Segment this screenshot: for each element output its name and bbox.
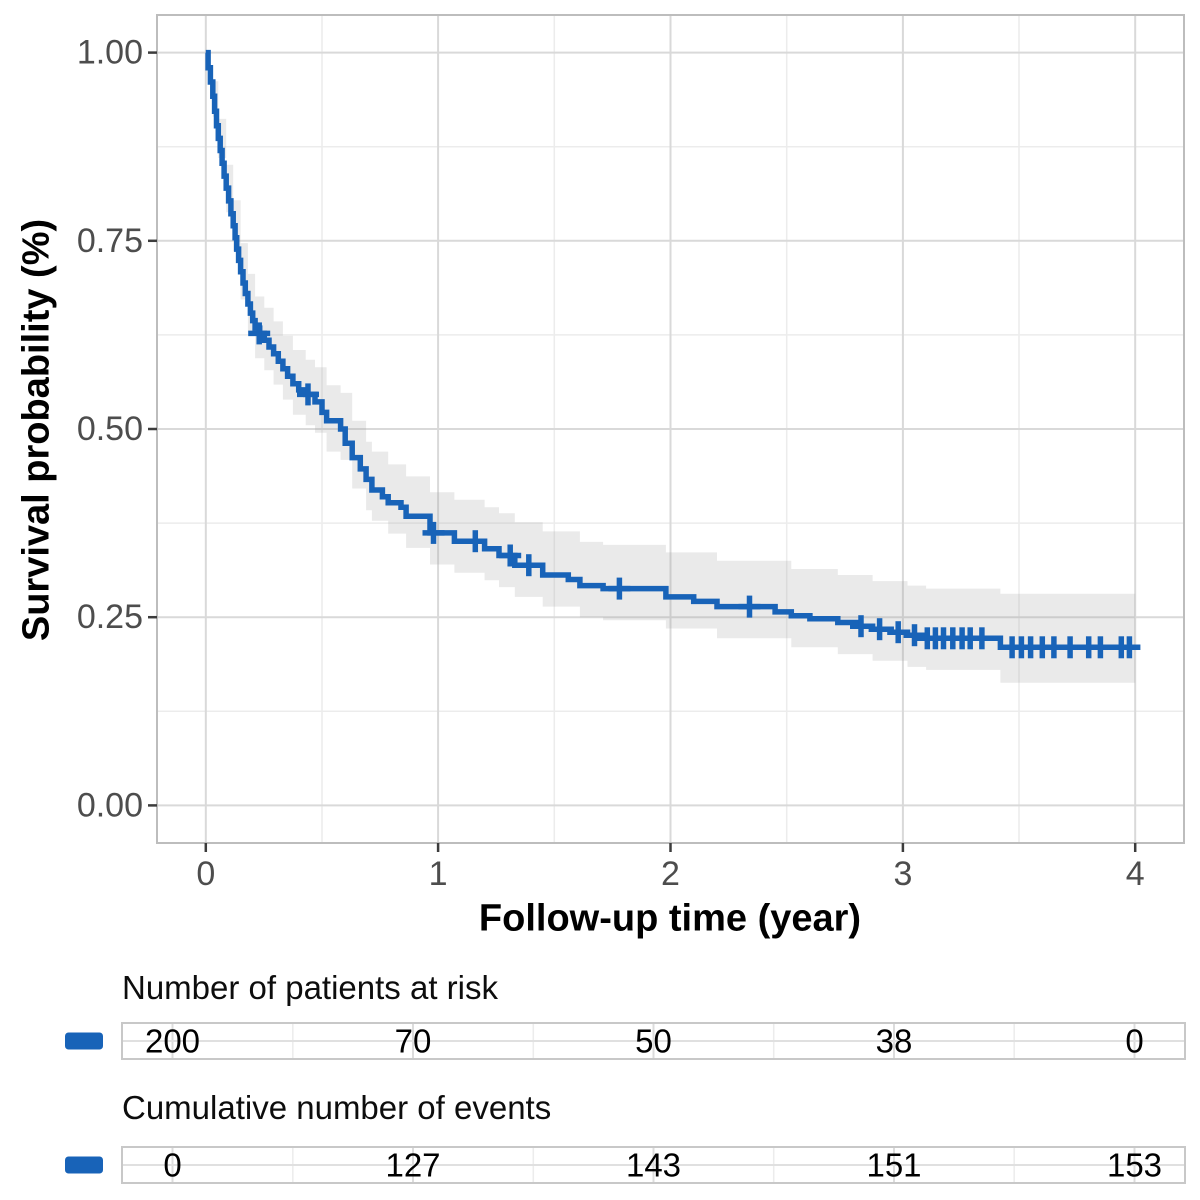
censor-marks bbox=[248, 322, 1141, 659]
risk-table-value: 50 bbox=[635, 1023, 672, 1060]
y-tick-label: 1.00 bbox=[77, 34, 143, 72]
risk-table: 200 70 50 38 0 bbox=[65, 1022, 1186, 1060]
risk-table-legend-marker bbox=[65, 1032, 103, 1050]
risk-table-title: Number of patients at risk bbox=[122, 969, 498, 1006]
x-tick-label: 4 bbox=[1126, 855, 1145, 893]
table-border bbox=[121, 1022, 1186, 1060]
x-tick-label: 1 bbox=[429, 855, 448, 893]
y-axis-title: Survival probability (%) bbox=[15, 218, 58, 642]
y-tick-label: 0.75 bbox=[77, 222, 143, 260]
censor-mark bbox=[1089, 636, 1112, 659]
risk-table-value: 38 bbox=[876, 1023, 913, 1060]
events-table-value: 127 bbox=[385, 1147, 440, 1184]
censor-mark bbox=[517, 554, 540, 577]
events-table-value: 151 bbox=[866, 1147, 921, 1184]
censor-mark bbox=[422, 521, 445, 544]
censor-mark bbox=[903, 624, 926, 647]
y-tick-label: 0.25 bbox=[77, 598, 143, 636]
x-axis-title: Follow-up time (year) bbox=[478, 897, 862, 940]
confidence-ribbon bbox=[205, 52, 1136, 683]
y-tick-label: 0.50 bbox=[77, 410, 143, 448]
events-table-value: 153 bbox=[1107, 1147, 1162, 1184]
censor-mark bbox=[738, 595, 761, 618]
censor-mark bbox=[608, 577, 631, 600]
censor-mark bbox=[248, 322, 271, 345]
risk-table-value: 70 bbox=[395, 1023, 432, 1060]
events-table-title: Cumulative number of events bbox=[122, 1089, 552, 1126]
censor-mark bbox=[868, 618, 891, 641]
events-table-legend-marker bbox=[65, 1156, 103, 1174]
censor-mark bbox=[464, 530, 487, 553]
y-tick-label: 0.00 bbox=[77, 786, 143, 824]
censor-mark bbox=[887, 621, 910, 644]
risk-table-value: 0 bbox=[1125, 1023, 1143, 1060]
x-tick-label: 0 bbox=[196, 855, 215, 893]
table-border bbox=[121, 1146, 1186, 1184]
x-tick-label: 3 bbox=[893, 855, 912, 893]
events-table-value: 143 bbox=[626, 1147, 681, 1184]
axes: 0 1 2 3 4 0.00 0.25 0.50 0.75 1.00 bbox=[77, 34, 1145, 893]
events-table: 0 127 143 151 153 bbox=[65, 1146, 1186, 1184]
risk-table-value: 200 bbox=[145, 1023, 200, 1060]
events-table-value: 0 bbox=[163, 1147, 181, 1184]
survival-curve bbox=[205, 49, 1136, 651]
censor-mark bbox=[297, 383, 319, 406]
censor-mark bbox=[970, 627, 993, 650]
censor-mark bbox=[499, 544, 522, 567]
censor-mark bbox=[1059, 636, 1082, 659]
censor-mark bbox=[1118, 636, 1141, 659]
x-tick-label: 2 bbox=[661, 855, 680, 893]
censor-mark bbox=[850, 615, 872, 638]
major-gridlines bbox=[157, 15, 1184, 843]
